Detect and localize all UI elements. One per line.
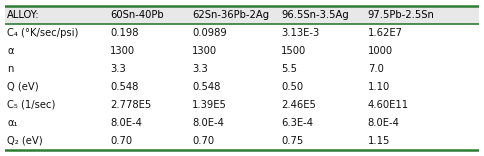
Text: 7.0: 7.0 <box>368 64 383 74</box>
Text: 6.3E-4: 6.3E-4 <box>281 118 313 128</box>
Text: Q₂ (eV): Q₂ (eV) <box>7 136 43 146</box>
Text: 0.548: 0.548 <box>192 82 221 92</box>
Bar <box>5 6 479 24</box>
Text: 1300: 1300 <box>110 46 135 56</box>
Text: 62Sn-36Pb-2Ag: 62Sn-36Pb-2Ag <box>192 10 269 20</box>
Text: 60Sn-40Pb: 60Sn-40Pb <box>110 10 164 20</box>
Text: 1.39E5: 1.39E5 <box>192 100 227 110</box>
Text: C₅ (1/sec): C₅ (1/sec) <box>7 100 56 110</box>
Text: 0.70: 0.70 <box>192 136 214 146</box>
Text: 1.10: 1.10 <box>368 82 390 92</box>
Text: α₁: α₁ <box>7 118 18 128</box>
Text: 2.46E5: 2.46E5 <box>281 100 316 110</box>
Text: 1.15: 1.15 <box>368 136 390 146</box>
Text: Q (eV): Q (eV) <box>7 82 39 92</box>
Text: 97.5Pb-2.5Sn: 97.5Pb-2.5Sn <box>368 10 435 20</box>
Text: 2.778E5: 2.778E5 <box>110 100 151 110</box>
Text: 8.0E-4: 8.0E-4 <box>192 118 224 128</box>
Bar <box>5 24 479 42</box>
Text: 96.5Sn-3.5Ag: 96.5Sn-3.5Ag <box>281 10 349 20</box>
Text: 1000: 1000 <box>368 46 393 56</box>
Text: 5.5: 5.5 <box>281 64 297 74</box>
Text: 0.75: 0.75 <box>281 136 303 146</box>
Text: 0.50: 0.50 <box>281 82 303 92</box>
Bar <box>5 132 479 150</box>
Text: 3.13E-3: 3.13E-3 <box>281 28 319 38</box>
Text: C₄ (°K/sec/psi): C₄ (°K/sec/psi) <box>7 28 78 38</box>
Bar <box>5 42 479 60</box>
Text: 0.70: 0.70 <box>110 136 132 146</box>
Text: ALLOY:: ALLOY: <box>7 10 40 20</box>
Bar <box>5 60 479 78</box>
Text: 3.3: 3.3 <box>192 64 208 74</box>
Text: 3.3: 3.3 <box>110 64 126 74</box>
Text: n: n <box>7 64 14 74</box>
Bar <box>5 78 479 96</box>
Text: 4.60E11: 4.60E11 <box>368 100 409 110</box>
Bar <box>5 96 479 114</box>
Text: 1300: 1300 <box>192 46 217 56</box>
Bar <box>5 114 479 132</box>
Text: 8.0E-4: 8.0E-4 <box>368 118 400 128</box>
Text: α: α <box>7 46 14 56</box>
Text: 8.0E-4: 8.0E-4 <box>110 118 142 128</box>
Text: 0.0989: 0.0989 <box>192 28 227 38</box>
Text: 0.548: 0.548 <box>110 82 138 92</box>
Text: 1500: 1500 <box>281 46 307 56</box>
Text: 0.198: 0.198 <box>110 28 138 38</box>
Text: 1.62E7: 1.62E7 <box>368 28 403 38</box>
